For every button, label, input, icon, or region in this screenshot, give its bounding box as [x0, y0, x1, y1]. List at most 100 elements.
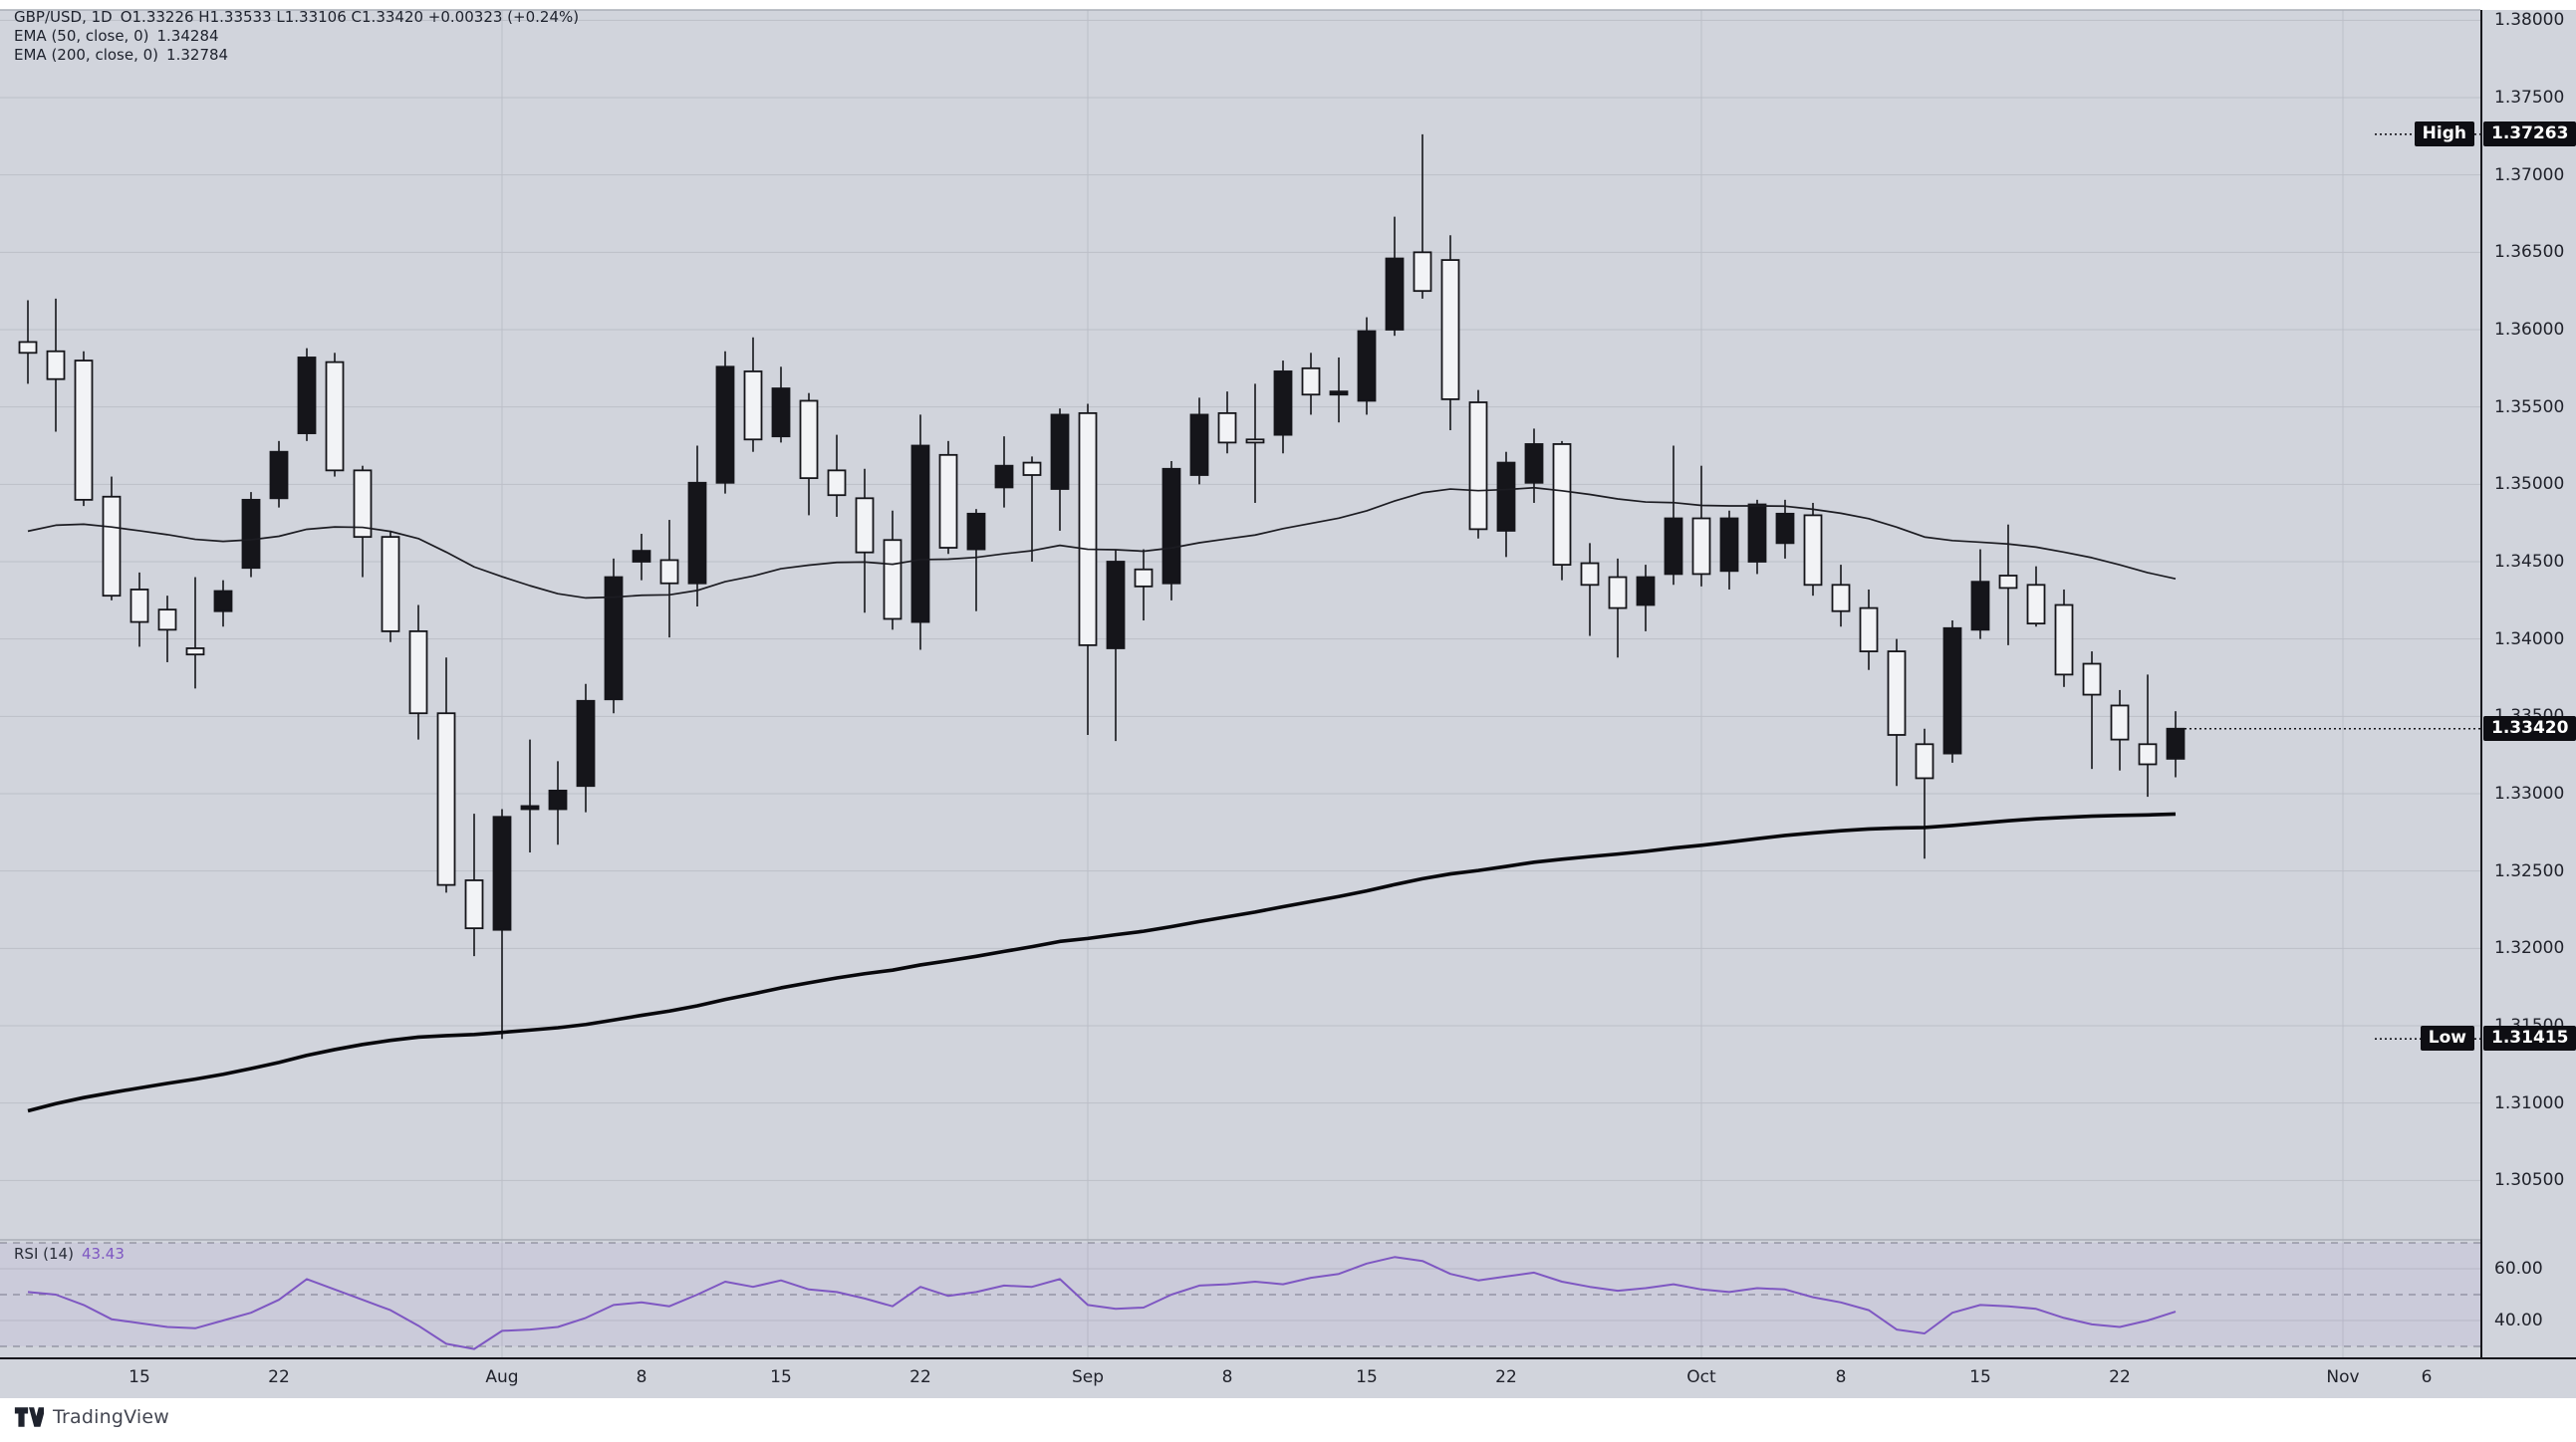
candle — [576, 683, 596, 813]
candle — [185, 577, 205, 689]
time-tick-label: 22 — [1495, 1367, 1517, 1387]
candle — [241, 492, 261, 578]
price-tick-label: 1.35000 — [2494, 474, 2565, 495]
time-tick-label: 6 — [2421, 1367, 2433, 1387]
price-tick-label: 1.35500 — [2494, 396, 2565, 417]
candle — [157, 596, 177, 662]
ema50-label[interactable]: EMA (50, close, 0) — [14, 27, 149, 45]
candle — [1803, 502, 1823, 597]
candle — [1691, 465, 1711, 587]
high-value-badge: 1.37263 — [2483, 120, 2576, 146]
candle — [938, 440, 958, 555]
tradingview-logo[interactable]: TradingView — [14, 1406, 169, 1428]
candle — [659, 520, 679, 638]
ema200-row: EMA (200, close, 0) 1.32784 — [14, 46, 579, 65]
candle — [1245, 383, 1265, 503]
ema50-value: 1.34284 — [156, 27, 219, 45]
time-tick-label: 22 — [268, 1367, 290, 1387]
candle — [1189, 397, 1209, 485]
price-tick-label: 1.30500 — [2494, 1170, 2565, 1191]
tradingview-logo-text: TradingView — [53, 1406, 169, 1428]
candle — [2138, 674, 2158, 798]
time-tick-label: 22 — [909, 1367, 931, 1387]
candle — [994, 436, 1014, 508]
candle — [1496, 451, 1516, 558]
low-value-badge: 1.31415 — [2483, 1026, 2576, 1052]
candle — [1078, 403, 1098, 735]
rsi-band — [0, 1243, 2480, 1346]
time-tick-label: 15 — [1969, 1367, 1991, 1387]
ema200-label[interactable]: EMA (200, close, 0) — [14, 46, 159, 64]
candle — [1217, 391, 1237, 454]
candle — [799, 392, 819, 516]
candle — [1915, 728, 1934, 859]
price-tick-label: 1.36500 — [2494, 242, 2565, 263]
candle — [129, 572, 149, 647]
candle — [687, 445, 707, 607]
high-label-badge: High — [2414, 120, 2474, 146]
rsi-line[interactable] — [27, 1256, 2177, 1350]
low-label-badge: Low — [2420, 1026, 2474, 1052]
candle — [910, 414, 930, 650]
candle — [1747, 499, 1767, 575]
candle — [1859, 589, 1879, 670]
last-price-badge: 1.33420 — [2483, 715, 2576, 741]
time-tick-label: 15 — [770, 1367, 792, 1387]
symbol-title[interactable]: GBP/USD, 1D — [14, 8, 113, 26]
plot-background[interactable] — [0, 10, 2480, 1357]
time-tick-label: 22 — [2109, 1367, 2131, 1387]
price-axis[interactable] — [2480, 10, 2576, 1398]
candle — [827, 434, 847, 517]
price-tick-label: 1.34000 — [2494, 628, 2565, 649]
price-tick-label: 1.38000 — [2494, 10, 2565, 31]
candle — [408, 604, 428, 740]
candle — [2082, 651, 2102, 770]
candle — [1608, 558, 1628, 658]
candle — [325, 353, 345, 477]
rsi-label[interactable]: RSI (14) — [14, 1245, 74, 1263]
candle — [1413, 133, 1432, 299]
rsi-legend: RSI (14) 43.43 — [14, 1245, 125, 1263]
time-tick-label: 15 — [129, 1367, 150, 1387]
candles-layer — [18, 133, 2186, 1040]
candle — [1050, 408, 1070, 531]
ema50-row: EMA (50, close, 0) 1.34284 — [14, 27, 579, 46]
candle — [1022, 456, 1042, 562]
symbol-ohlc-row: GBP/USD, 1D O1.33226 H1.33533 L1.33106 C1… — [14, 8, 579, 27]
candle — [855, 468, 875, 613]
ema50-line[interactable] — [27, 486, 2177, 600]
chart-canvas[interactable] — [0, 0, 2480, 1398]
candle — [492, 809, 512, 1040]
candle — [269, 440, 289, 508]
candle — [1580, 543, 1600, 636]
price-tick-label: 1.31000 — [2494, 1092, 2565, 1113]
candle — [1440, 235, 1460, 430]
rsi-value: 43.43 — [81, 1245, 125, 1263]
candle — [1636, 565, 1656, 631]
candle — [1273, 360, 1293, 454]
time-axis[interactable] — [0, 1357, 2576, 1398]
price-tick-label: 1.37000 — [2494, 164, 2565, 185]
time-tick-label: 8 — [1221, 1367, 1233, 1387]
candle — [436, 657, 456, 893]
candle — [1831, 565, 1851, 627]
candle — [2026, 566, 2046, 627]
ema200-line[interactable] — [27, 812, 2177, 1113]
candle — [1357, 317, 1377, 415]
price-tick-label: 1.36000 — [2494, 320, 2565, 340]
time-tick-label: Sep — [1071, 1367, 1105, 1387]
candle — [213, 580, 233, 627]
price-tick-label: 1.37500 — [2494, 88, 2565, 108]
candle — [1385, 216, 1405, 337]
ema200-value: 1.32784 — [166, 46, 229, 64]
time-tick-label: 15 — [1356, 1367, 1378, 1387]
candle — [464, 814, 484, 957]
price-tick-label: 1.32000 — [2494, 938, 2565, 959]
candle — [1468, 389, 1488, 539]
candle — [102, 476, 122, 601]
candle — [2166, 711, 2186, 778]
tradingview-logo-icon — [14, 1407, 44, 1427]
candle — [1106, 549, 1126, 742]
candle — [548, 761, 568, 845]
